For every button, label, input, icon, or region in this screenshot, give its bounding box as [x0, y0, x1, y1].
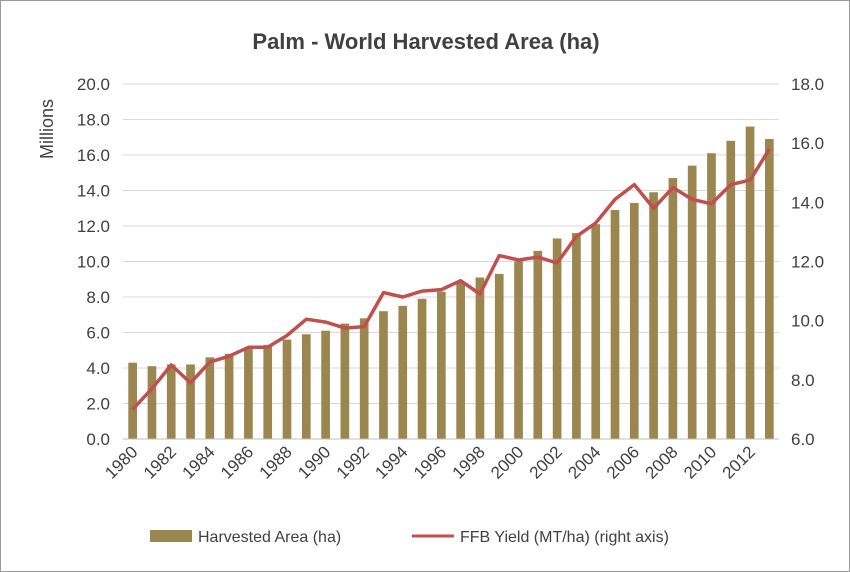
bar-harvested-area [205, 357, 215, 439]
y2-tick-label: 6.0 [791, 430, 815, 449]
y2-tick-label: 12.0 [791, 253, 824, 272]
y-tick-label: 2.0 [86, 395, 110, 414]
bar-harvested-area [668, 178, 678, 439]
x-tick-label: 2000 [487, 442, 527, 482]
bar-harvested-area [494, 273, 504, 439]
bar-harvested-area [591, 224, 601, 439]
bar-harvested-area [282, 339, 292, 439]
x-tick-label: 1984 [178, 442, 218, 482]
bar-harvested-area [475, 277, 485, 439]
x-tick-label: 1986 [217, 442, 257, 482]
legend: Harvested Area (ha) FFB Yield (MT/ha) (r… [150, 529, 669, 546]
bar-harvested-area [726, 140, 736, 440]
x-tick-label: 2004 [564, 442, 604, 482]
bar-harvested-area [745, 126, 755, 439]
x-tick-label: 2008 [642, 442, 682, 482]
bar-harvested-area [128, 362, 137, 439]
y2-tick-label: 16.0 [791, 134, 824, 153]
x-tick-label: 1988 [256, 442, 296, 482]
y2-tick-label: 10.0 [791, 312, 824, 331]
bar-harvested-area [687, 165, 697, 439]
bar-harvested-area [514, 261, 523, 439]
bar-harvested-area [224, 353, 234, 439]
x-tick-label: 1982 [140, 442, 180, 482]
y-tick-label: 18.0 [77, 111, 110, 130]
y-tick-label: 0.0 [86, 430, 110, 449]
bar-harvested-area [707, 153, 716, 439]
y-tick-label: 16.0 [77, 146, 110, 165]
bar-harvested-area [244, 348, 253, 439]
bar-harvested-area [533, 250, 543, 439]
legend-swatch-harvested-area [150, 530, 192, 542]
bar-harvested-area [263, 344, 273, 439]
line-series [131, 148, 771, 411]
bar-harvested-area [147, 366, 157, 439]
x-tick-label: 1996 [410, 442, 450, 482]
x-tick-label: 1990 [294, 442, 334, 482]
bar-series [128, 126, 774, 440]
line-ffb-yield [131, 148, 771, 411]
legend-label-ffb-yield: FFB Yield (MT/ha) (right axis) [460, 529, 669, 546]
x-tick-label: 2010 [680, 442, 720, 482]
y-tick-label: 4.0 [86, 359, 110, 378]
x-tick-label: 2006 [603, 442, 643, 482]
y-tick-label: 12.0 [77, 217, 110, 236]
y-tick-label: 6.0 [86, 324, 110, 343]
bar-harvested-area [398, 305, 408, 439]
y-tick-label: 10.0 [77, 253, 110, 272]
bar-harvested-area [321, 330, 330, 439]
bar-harvested-area [765, 139, 774, 439]
bar-harvested-area [437, 291, 446, 439]
y-tick-label: 8.0 [86, 288, 110, 307]
y-tick-label: 14.0 [77, 182, 110, 201]
bar-harvested-area [456, 282, 465, 439]
legend-label-harvested-area: Harvested Area (ha) [198, 529, 341, 546]
bar-harvested-area [379, 311, 388, 439]
x-tick-label: 2012 [719, 442, 759, 482]
bar-harvested-area [649, 192, 658, 439]
y2-tick-label: 14.0 [791, 193, 824, 212]
bar-harvested-area [166, 364, 176, 439]
x-tick-label: 1992 [333, 442, 373, 482]
bar-harvested-area [629, 202, 639, 439]
y-tick-label: 20.0 [77, 75, 110, 94]
bar-harvested-area [552, 238, 562, 439]
y-axis-label: Millions [37, 99, 57, 159]
bar-harvested-area [417, 298, 427, 439]
x-tick-label: 2002 [526, 442, 566, 482]
y2-tick-label: 18.0 [791, 75, 824, 94]
bar-harvested-area [301, 334, 311, 439]
grid-lines [123, 83, 779, 404]
chart-title: Palm - World Harvested Area (ha) [252, 29, 599, 54]
bar-harvested-area [186, 364, 195, 439]
axes: 0.0 2.0 4.0 6.0 8.0 10.0 12.0 14.0 16.0 18.0 20.0 6… [77, 75, 824, 483]
bar-harvested-area [359, 318, 369, 439]
x-tick-label: 1998 [449, 442, 489, 482]
bar-harvested-area [610, 210, 620, 439]
y2-tick-label: 8.0 [791, 371, 815, 390]
bar-harvested-area [340, 323, 350, 439]
x-tick-label: 1994 [371, 442, 411, 482]
bar-harvested-area [572, 233, 581, 439]
